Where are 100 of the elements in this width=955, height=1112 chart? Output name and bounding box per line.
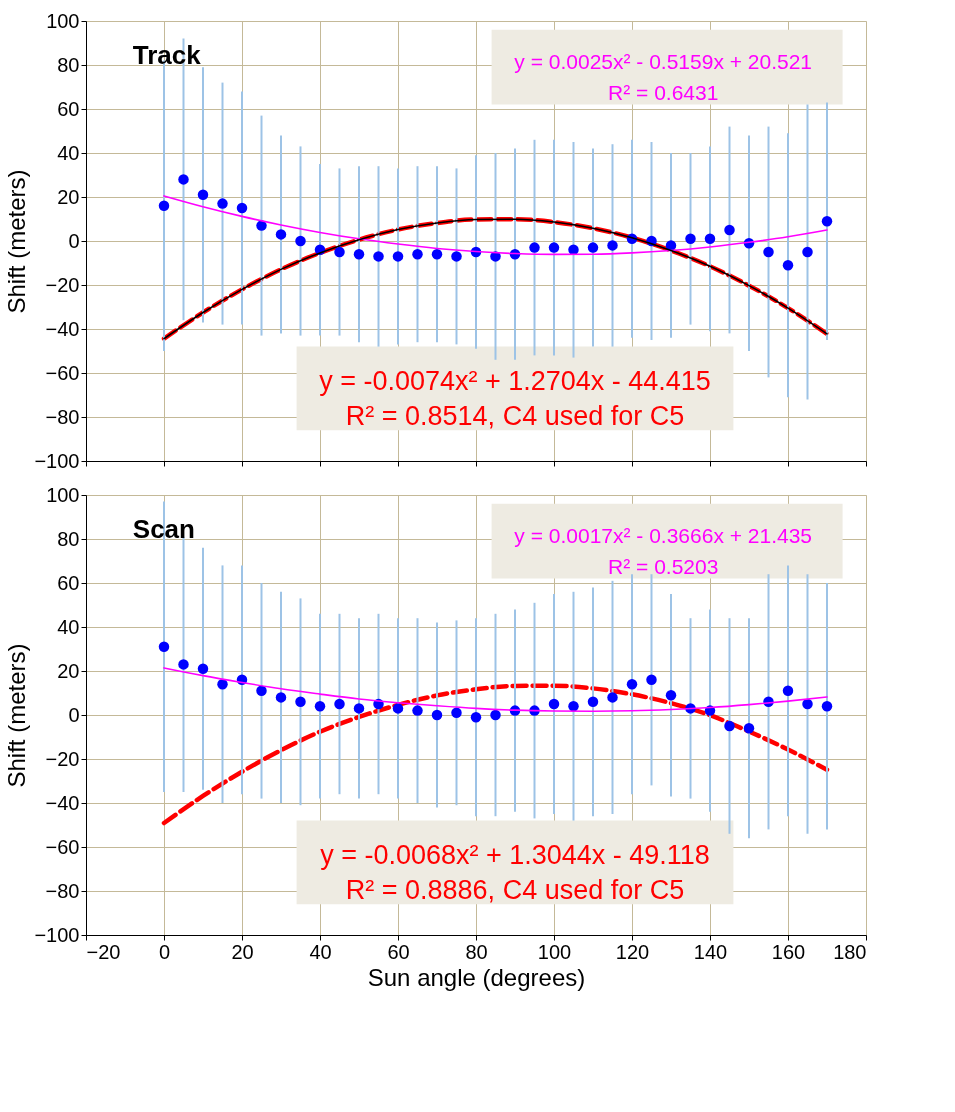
point	[782, 685, 794, 697]
y-tick-label: 100	[46, 483, 80, 506]
y-tick-label: −40	[45, 317, 80, 340]
x-tick-label: 40	[309, 940, 332, 963]
y-tick-label: 40	[57, 615, 80, 638]
y-tick-label: 0	[68, 229, 80, 252]
point	[158, 200, 170, 212]
annotation: Scan	[132, 514, 195, 544]
point	[821, 215, 833, 227]
point	[587, 696, 599, 708]
point	[178, 659, 189, 670]
point	[646, 674, 657, 686]
point	[802, 246, 813, 258]
y-tick-label: −100	[34, 449, 80, 472]
point	[178, 174, 189, 185]
y-tick-label: 0	[68, 703, 80, 726]
y-tick-label: −80	[45, 405, 80, 428]
point	[392, 251, 404, 262]
y-tick-label: 20	[57, 659, 80, 682]
point	[353, 248, 365, 260]
point	[704, 233, 716, 245]
point	[275, 229, 287, 240]
point	[412, 248, 423, 260]
point	[353, 703, 365, 714]
x-tick-label: −20	[86, 940, 121, 963]
y-tick-label: 80	[57, 527, 80, 550]
point	[743, 722, 755, 734]
point	[490, 709, 501, 721]
y-tick-label: −60	[45, 361, 80, 384]
y-tick-label: 60	[57, 97, 80, 120]
point	[217, 198, 228, 209]
annotation: y = 0.0017x² - 0.3666x + 21.435	[514, 523, 813, 547]
x-tick-label: 140	[693, 940, 728, 963]
y-tick-label: 80	[57, 53, 80, 76]
point	[295, 235, 306, 247]
point	[548, 242, 560, 253]
point	[724, 720, 735, 732]
y-tick-label: 100	[46, 9, 80, 32]
point	[236, 202, 248, 214]
point	[665, 240, 677, 251]
x-tick-label: 80	[465, 940, 488, 963]
point	[782, 259, 794, 271]
point	[665, 689, 677, 701]
annotation: Track	[132, 40, 202, 70]
point	[256, 220, 267, 231]
point	[626, 678, 638, 690]
x-axis-title: Sun angle (degrees)	[367, 963, 586, 991]
y-axis-title: Shift (meters)	[3, 169, 31, 314]
y-tick-label: 60	[57, 571, 80, 594]
point	[587, 242, 599, 253]
x-tick-label: 160	[771, 940, 806, 963]
point	[392, 703, 404, 714]
y-tick-label: −20	[45, 747, 80, 770]
y-tick-label: −20	[45, 273, 80, 296]
point	[373, 251, 384, 262]
point	[431, 248, 443, 260]
annotation: R² = 0.6431	[608, 80, 719, 104]
y-tick-label: 40	[57, 141, 80, 164]
annotation: R² = 0.8514, C4 used for C5	[345, 400, 685, 431]
annotation: R² = 0.5203	[608, 554, 719, 578]
point	[334, 698, 345, 710]
annotation: R² = 0.8886, C4 used for C5	[345, 874, 685, 905]
x-tick-label: 0	[158, 940, 171, 963]
point	[412, 705, 423, 716]
point	[158, 641, 170, 653]
x-tick-label: 20	[231, 940, 254, 963]
point	[451, 707, 462, 719]
point	[821, 700, 833, 712]
point	[685, 233, 696, 245]
point	[724, 224, 735, 236]
y-tick-label: −100	[34, 923, 80, 946]
point	[197, 189, 209, 201]
x-tick-label: 60	[387, 940, 410, 963]
point	[763, 246, 774, 258]
point	[431, 709, 443, 721]
point	[470, 711, 482, 723]
point	[334, 246, 345, 258]
line-series	[161, 683, 830, 826]
annotation: y = 0.0025x² - 0.5159x + 20.521	[514, 49, 813, 73]
point	[217, 678, 228, 690]
x-tick-label: 120	[615, 940, 650, 963]
point	[197, 663, 209, 675]
x-tick-label: 180	[833, 940, 867, 963]
annotation: y = -0.0068x² + 1.3044x - 49.118	[320, 839, 710, 870]
point	[607, 240, 618, 251]
point	[295, 696, 306, 708]
point	[314, 700, 326, 712]
point	[529, 242, 540, 253]
y-tick-label: −60	[45, 835, 80, 858]
point	[256, 685, 267, 697]
y-tick-label: 20	[57, 185, 80, 208]
point	[451, 251, 462, 262]
annotation: y = -0.0074x² + 1.2704x - 44.415	[319, 365, 711, 396]
point	[802, 698, 813, 710]
y-tick-label: −40	[45, 791, 80, 814]
point	[548, 698, 560, 710]
point	[275, 692, 287, 703]
point	[607, 692, 618, 703]
y-tick-label: −80	[45, 879, 80, 902]
x-tick-label: 100	[537, 940, 572, 963]
